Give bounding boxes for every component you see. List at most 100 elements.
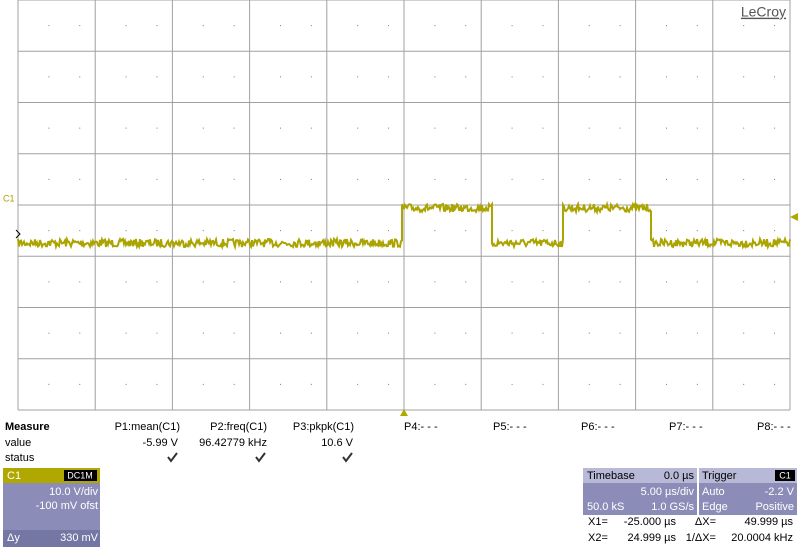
timebase-delay: 0.0 µs bbox=[664, 470, 695, 482]
cursor-delta-label: ΔX= bbox=[695, 516, 716, 528]
grid-dot bbox=[588, 25, 590, 27]
grid-dot bbox=[388, 76, 390, 78]
grid-dot bbox=[202, 281, 204, 283]
grid-dot bbox=[48, 230, 50, 232]
grid-dot bbox=[156, 332, 158, 334]
grid-dot bbox=[79, 178, 81, 180]
grid-dot bbox=[125, 127, 127, 129]
grid-dot bbox=[279, 127, 281, 129]
grid-dot bbox=[665, 281, 667, 283]
grid-dot bbox=[279, 25, 281, 27]
channel-name: C1 bbox=[7, 470, 21, 482]
grid-dot bbox=[310, 332, 312, 334]
param-header: P4:- - - bbox=[404, 421, 438, 433]
grid-dot bbox=[434, 332, 436, 334]
grid-dot bbox=[588, 383, 590, 385]
grid-dot bbox=[774, 76, 776, 78]
grid-dot bbox=[511, 25, 513, 27]
grid-dot bbox=[743, 178, 745, 180]
grid-dot bbox=[48, 332, 50, 334]
grid-dot bbox=[357, 76, 359, 78]
grid-dot bbox=[48, 127, 50, 129]
grid-dot bbox=[588, 332, 590, 334]
grid-dot bbox=[665, 383, 667, 385]
grid-dot bbox=[79, 281, 81, 283]
cursor-label: X2= bbox=[588, 532, 608, 544]
grid-dot bbox=[202, 230, 204, 232]
timebase-panel[interactable]: Timebase 0.0 µs 5.00 µs/div 50.0 kS 1.0 … bbox=[583, 468, 697, 515]
vertical-scale: 10.0 V/div bbox=[49, 486, 98, 498]
grid-dot bbox=[202, 25, 204, 27]
grid-dot bbox=[743, 332, 745, 334]
grid-dot bbox=[619, 178, 621, 180]
grid-dot bbox=[465, 281, 467, 283]
grid-dot bbox=[279, 383, 281, 385]
grid-dot bbox=[465, 178, 467, 180]
grid-dot bbox=[696, 76, 698, 78]
grid-dot bbox=[619, 281, 621, 283]
grid-dot bbox=[357, 332, 359, 334]
grid-dot bbox=[156, 25, 158, 27]
timebase-samples: 50.0 kS bbox=[587, 501, 624, 513]
grid-dot bbox=[202, 76, 204, 78]
row-label: value bbox=[5, 437, 31, 449]
grid-dot bbox=[434, 127, 436, 129]
trigger-slope: Positive bbox=[755, 501, 794, 513]
grid-dot bbox=[434, 25, 436, 27]
grid-dot bbox=[434, 76, 436, 78]
grid-dot bbox=[434, 383, 436, 385]
grid-dot bbox=[233, 230, 235, 232]
grid-dot bbox=[125, 25, 127, 27]
grid-dot bbox=[79, 127, 81, 129]
trigger-type: Edge bbox=[702, 501, 728, 513]
grid-dot bbox=[202, 178, 204, 180]
cursor-label: X1= bbox=[588, 516, 608, 528]
grid-dot bbox=[465, 25, 467, 27]
grid-dot bbox=[233, 281, 235, 283]
brand-logo: LeCroy bbox=[741, 4, 786, 20]
trigger-level: -2.2 V bbox=[765, 486, 795, 498]
grid-dot bbox=[357, 178, 359, 180]
grid-dot bbox=[48, 25, 50, 27]
grid-dot bbox=[542, 178, 544, 180]
grid-dot bbox=[48, 383, 50, 385]
cursor-readout: X1= -25.000 µs ΔX= 49.999 µs X2= 24.999 … bbox=[588, 516, 793, 544]
grid-dot bbox=[696, 25, 698, 27]
grid-dot bbox=[388, 332, 390, 334]
grid-dot bbox=[156, 383, 158, 385]
trigger-panel[interactable]: Trigger C1 Auto -2.2 V Edge Positive bbox=[699, 468, 797, 515]
grid-dot bbox=[743, 281, 745, 283]
grid-dot bbox=[125, 383, 127, 385]
grid-dot bbox=[465, 76, 467, 78]
grid-dot bbox=[79, 383, 81, 385]
grid-dot bbox=[665, 25, 667, 27]
channel-marker: C1 bbox=[3, 193, 15, 203]
grid-dot bbox=[357, 230, 359, 232]
grid-dot bbox=[465, 127, 467, 129]
grid-dot bbox=[743, 383, 745, 385]
cursor-delta-value: 49.999 µs bbox=[744, 516, 793, 528]
grid-dot bbox=[156, 178, 158, 180]
param-header: P1:mean(C1) bbox=[115, 421, 180, 433]
grid-dot bbox=[619, 383, 621, 385]
grid-dot bbox=[357, 383, 359, 385]
grid-dot bbox=[388, 230, 390, 232]
grid-dot bbox=[665, 230, 667, 232]
timebase-title: Timebase bbox=[587, 470, 635, 482]
panel-header bbox=[699, 468, 797, 483]
param-value: 96.42779 kHz bbox=[199, 437, 267, 449]
cursor-value: -25.000 µs bbox=[624, 516, 677, 528]
grid-dot bbox=[125, 332, 127, 334]
grid-dot bbox=[665, 127, 667, 129]
grid-dot bbox=[619, 25, 621, 27]
grid-dot bbox=[665, 178, 667, 180]
grid-dot bbox=[156, 127, 158, 129]
grid-dot bbox=[125, 230, 127, 232]
grid-dot bbox=[743, 25, 745, 27]
graticule bbox=[17, 0, 791, 411]
grid-dot bbox=[202, 332, 204, 334]
grid-dot bbox=[743, 127, 745, 129]
channel-panel[interactable]: C1 DC1M 10.0 V/div -100 mV ofst Δy 330 m… bbox=[3, 468, 100, 547]
grid-dot bbox=[434, 230, 436, 232]
